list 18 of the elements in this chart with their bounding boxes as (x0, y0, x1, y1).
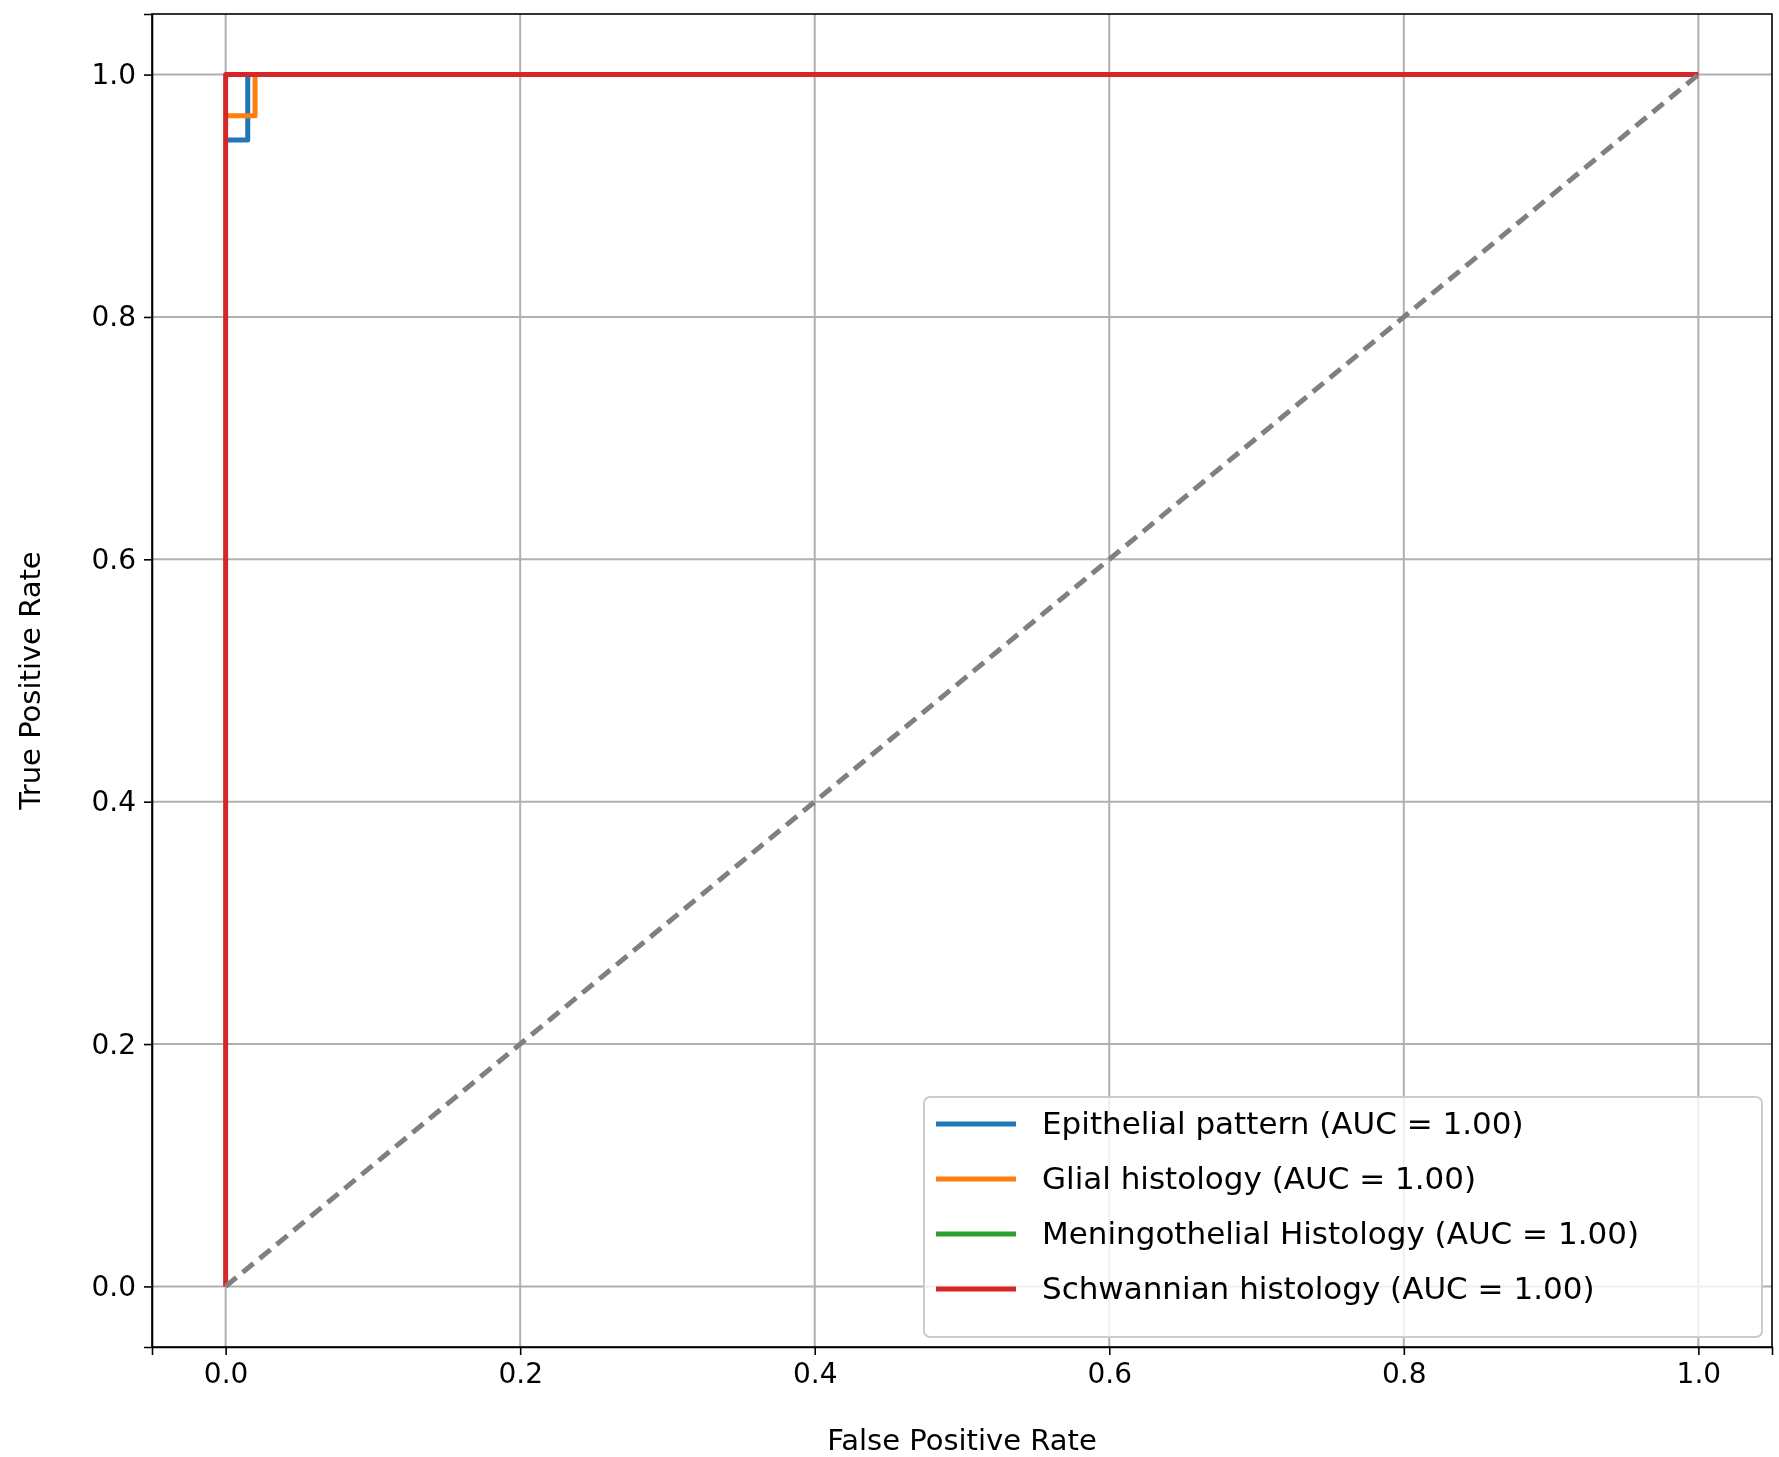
x-tick-label: 0.4 (792, 1356, 838, 1390)
x-tick-label: 1.0 (1676, 1356, 1722, 1390)
y-tick-label: 1.0 (91, 58, 136, 92)
legend-label: Meningothelial Histology (AUC = 1.00) (1042, 1215, 1640, 1251)
y-tick-label: 0.4 (91, 785, 136, 819)
x-tick-label: 0.8 (1382, 1356, 1427, 1390)
y-tick-label: 0.2 (91, 1027, 136, 1061)
x-tick-label: 0.0 (203, 1356, 249, 1390)
y-tick-label: 0.8 (91, 300, 136, 334)
y-tick-label: 0.6 (91, 542, 136, 576)
y-tick-label: 0.0 (91, 1269, 136, 1303)
x-tick-label: 0.2 (498, 1356, 543, 1390)
legend-label: Epithelial pattern (AUC = 1.00) (1042, 1105, 1524, 1141)
legend-label: Schwannian histology (AUC = 1.00) (1042, 1270, 1595, 1306)
x-axis-title: False Positive Rate (827, 1423, 1097, 1457)
legend-label: Glial histology (AUC = 1.00) (1042, 1160, 1477, 1196)
x-tick-label: 0.6 (1087, 1356, 1133, 1390)
y-axis-title: True Positive Rate (13, 551, 47, 811)
